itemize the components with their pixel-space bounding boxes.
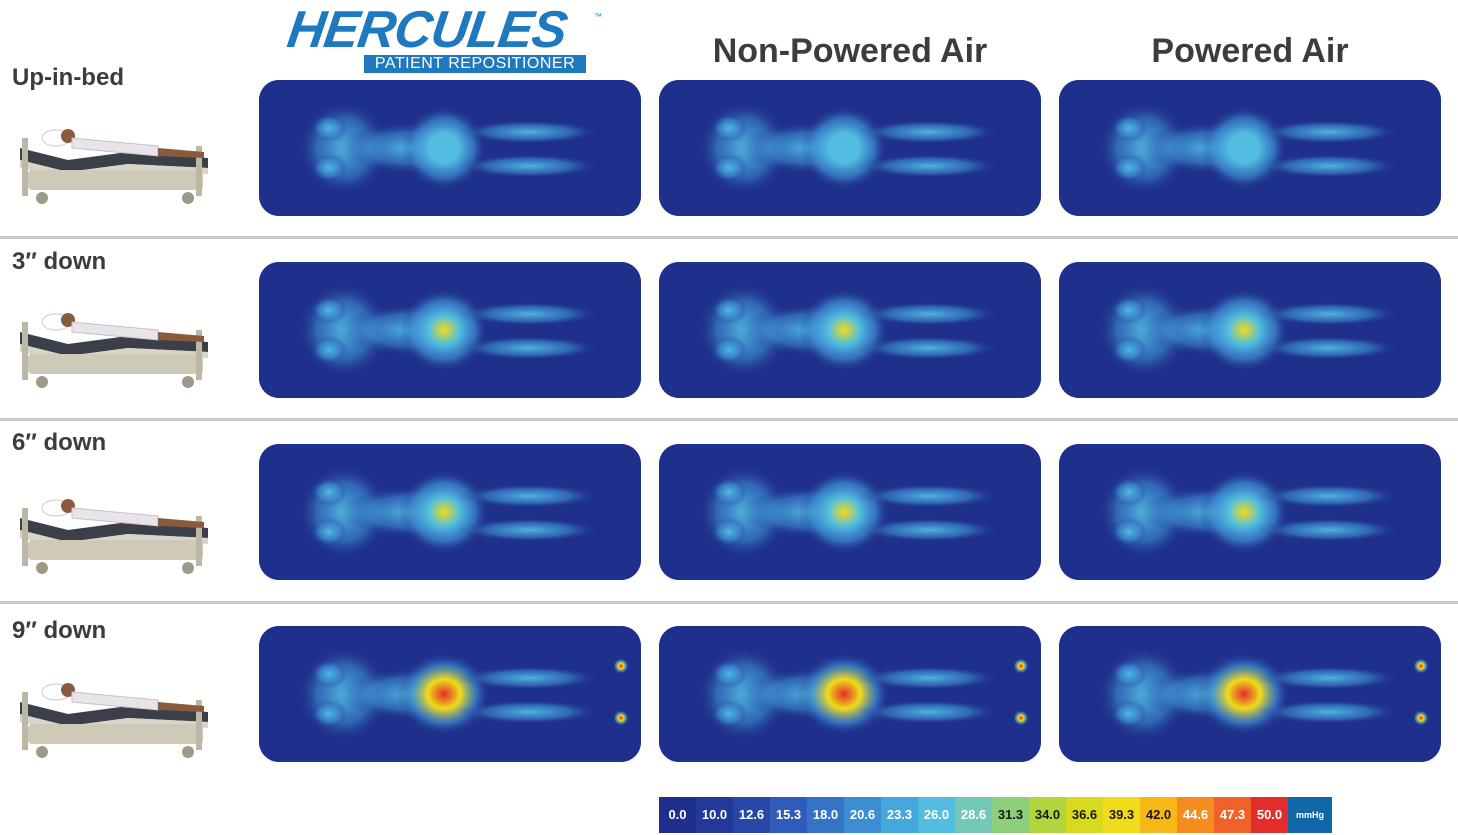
row-label-9-down: 9″ down [12,617,107,644]
pressure-map-hercules-3-down [259,262,641,398]
pressure-map-powered-air-6-down [1059,444,1441,580]
pressure-map-non-powered-air-9-down [659,626,1041,762]
legend-value: 42.0 [1140,797,1177,833]
legend-value: 18.0 [807,797,844,833]
bed-illustration [8,478,218,578]
legend-value: 15.3 [770,797,807,833]
legend-value: 47.3 [1214,797,1251,833]
pressure-map-hercules-up-in-bed [259,80,641,216]
column-header-powered-air: Powered Air [1151,32,1349,70]
pressure-map-powered-air-3-down [1059,262,1441,398]
legend-value: 10.0 [696,797,733,833]
legend-value: 26.0 [918,797,955,833]
pressure-map-non-powered-air-3-down [659,262,1041,398]
legend-value: 44.6 [1177,797,1214,833]
pressure-map-powered-air-up-in-bed [1059,80,1441,216]
legend-value: 23.3 [881,797,918,833]
hercules-logo: HERCULES ™ PATIENT REPOSITIONER [284,1,608,73]
pressure-map-hercules-9-down [259,626,641,762]
legend-value: 20.6 [844,797,881,833]
pressure-legend: 0.0 10.0 12.6 15.3 18.0 20.6 23.3 26.0 28.6 31.3 3… [659,797,1332,833]
legend-value: 50.0 [1251,797,1288,833]
row-label-6-down: 6″ down [12,429,107,456]
pressure-map-non-powered-air-6-down [659,444,1041,580]
row-divider [0,601,1458,604]
row-divider [0,236,1458,239]
logo-subtitle: PATIENT REPOSITIONER [364,55,586,73]
legend-value: 39.3 [1103,797,1140,833]
legend-value: 36.6 [1066,797,1103,833]
column-header-non-powered-air: Non-Powered Air [712,32,988,70]
legend-value: 31.3 [992,797,1029,833]
logo-wordmark: HERCULES [283,1,571,59]
bed-illustration [8,662,218,762]
legend-value: 28.6 [955,797,992,833]
legend-value: 12.6 [733,797,770,833]
bed-illustration [8,292,218,392]
pressure-map-powered-air-9-down [1059,626,1441,762]
row-label-up-in-bed: Up-in-bed [12,64,124,91]
pressure-map-non-powered-air-up-in-bed [659,80,1041,216]
legend-value: 0.0 [659,797,696,833]
logo-trademark: ™ [594,12,602,21]
row-label-3-down: 3″ down [12,248,107,275]
pressure-map-hercules-6-down [259,444,641,580]
legend-value: 34.0 [1029,797,1066,833]
row-divider [0,418,1458,421]
legend-unit: mmHg [1288,797,1332,833]
bed-illustration [8,108,218,208]
